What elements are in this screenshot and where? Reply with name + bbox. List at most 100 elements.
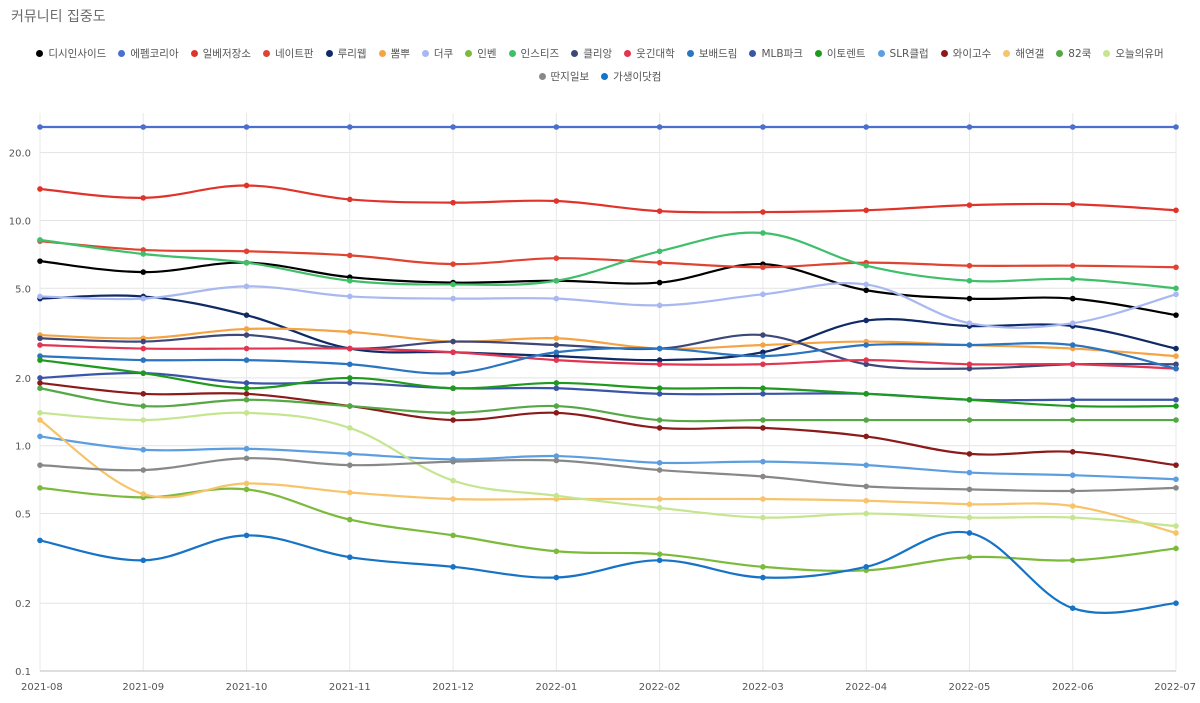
legend-item[interactable]: SLR클럽 [877,46,929,60]
legend-item[interactable]: 이토렌트 [814,46,866,60]
data-point [656,391,663,397]
data-point [347,277,353,284]
legend-label: SLR클럽 [889,47,929,60]
legend-label: 인스티즈 [520,47,560,60]
series-line [39,343,1177,370]
legend-item[interactable]: 보배드림 [686,46,737,60]
series-group [37,124,1179,615]
legend-item[interactable]: 루리웹 [325,46,367,60]
series [37,455,1179,494]
legend-item[interactable]: 뽐뿌 [378,46,410,60]
series [37,530,1179,615]
data-point [863,262,869,269]
data-point [450,295,456,302]
data-point [760,291,766,298]
legend-item[interactable]: MLB파크 [749,46,803,60]
data-point [37,335,43,342]
data-point [863,317,869,324]
data-point [1069,320,1076,326]
data-point [450,477,456,484]
legend-label: 뽐뿌 [390,47,410,60]
legend-swatch [624,49,632,57]
data-point [450,281,456,288]
series [37,238,1179,271]
data-point [553,277,560,284]
data-point [347,462,353,468]
x-tick-label: 2021-11 [329,682,371,693]
legend-item[interactable]: 인스티즈 [508,46,560,60]
data-point [450,349,456,356]
data-point [347,329,353,335]
legend-label: 해연갤 [1015,47,1045,60]
legend-swatch [378,49,386,57]
legend-item[interactable]: 에펨코리아 [118,46,179,60]
legend-swatch [1103,49,1111,57]
legend-item[interactable]: 클리앙 [571,46,612,60]
data-point [966,365,973,372]
series [37,380,1179,468]
data-point [760,361,766,368]
legend-item[interactable]: 네이트판 [262,46,314,60]
data-point [966,451,973,457]
data-point [37,462,43,468]
data-point [1069,448,1076,455]
legend-item[interactable]: 웃긴대학 [624,46,675,60]
data-point [863,433,869,440]
legend-item[interactable]: 딴지일보 [538,69,589,83]
legend-swatch [940,49,948,57]
series [37,433,1179,483]
series-line [39,282,1177,329]
series-line [39,260,1177,317]
legend-label: 더쿠 [433,47,454,60]
data-point [1173,462,1179,468]
data-point [553,548,560,555]
data-point [1069,342,1076,348]
data-point [553,295,560,302]
data-point [760,391,766,397]
data-point [760,385,766,392]
data-point [140,247,147,253]
legend-item[interactable]: 더쿠 [421,46,454,60]
data-point [553,349,560,356]
legend-item[interactable]: 디시인사이드 [36,46,106,60]
data-point [966,501,973,508]
data-point [863,124,869,130]
data-point [966,342,973,348]
data-point [243,396,250,403]
data-point [760,564,766,570]
data-point [760,332,766,338]
data-point [347,403,353,409]
data-point [450,124,456,130]
legend-item[interactable]: 와이고수 [940,46,991,60]
data-point [1069,361,1076,368]
legend-item[interactable]: 해연갤 [1003,46,1044,60]
data-point [656,551,663,557]
legend-item[interactable]: 오늘의유머 [1103,46,1164,60]
data-point [37,124,43,130]
series-line [39,530,1177,615]
data-point [656,385,663,392]
data-point [760,230,766,236]
legend-label: MLB파크 [761,47,803,60]
legend-item[interactable]: 82쿡 [1056,46,1091,60]
y-tick-label: 1.0 [15,442,31,453]
data-point [243,380,250,386]
data-point [1173,523,1179,529]
y-tick-label: 20.0 [9,149,31,160]
legend-item[interactable]: 인벤 [465,46,497,60]
data-point [1069,503,1076,509]
data-point [347,375,353,381]
data-point [863,357,869,363]
legend-item[interactable]: 일베저장소 [190,46,251,60]
data-point [966,124,973,130]
data-point [760,473,766,480]
x-tick-label: 2021-10 [226,682,268,693]
data-point [347,196,353,203]
legend-item[interactable]: 가생이닷컴 [601,69,661,83]
data-point [140,269,147,275]
legend-swatch [421,49,429,57]
legend-swatch [465,49,473,57]
data-point [140,446,147,453]
data-point [1069,403,1076,409]
y-tick-label: 0.2 [15,599,31,610]
